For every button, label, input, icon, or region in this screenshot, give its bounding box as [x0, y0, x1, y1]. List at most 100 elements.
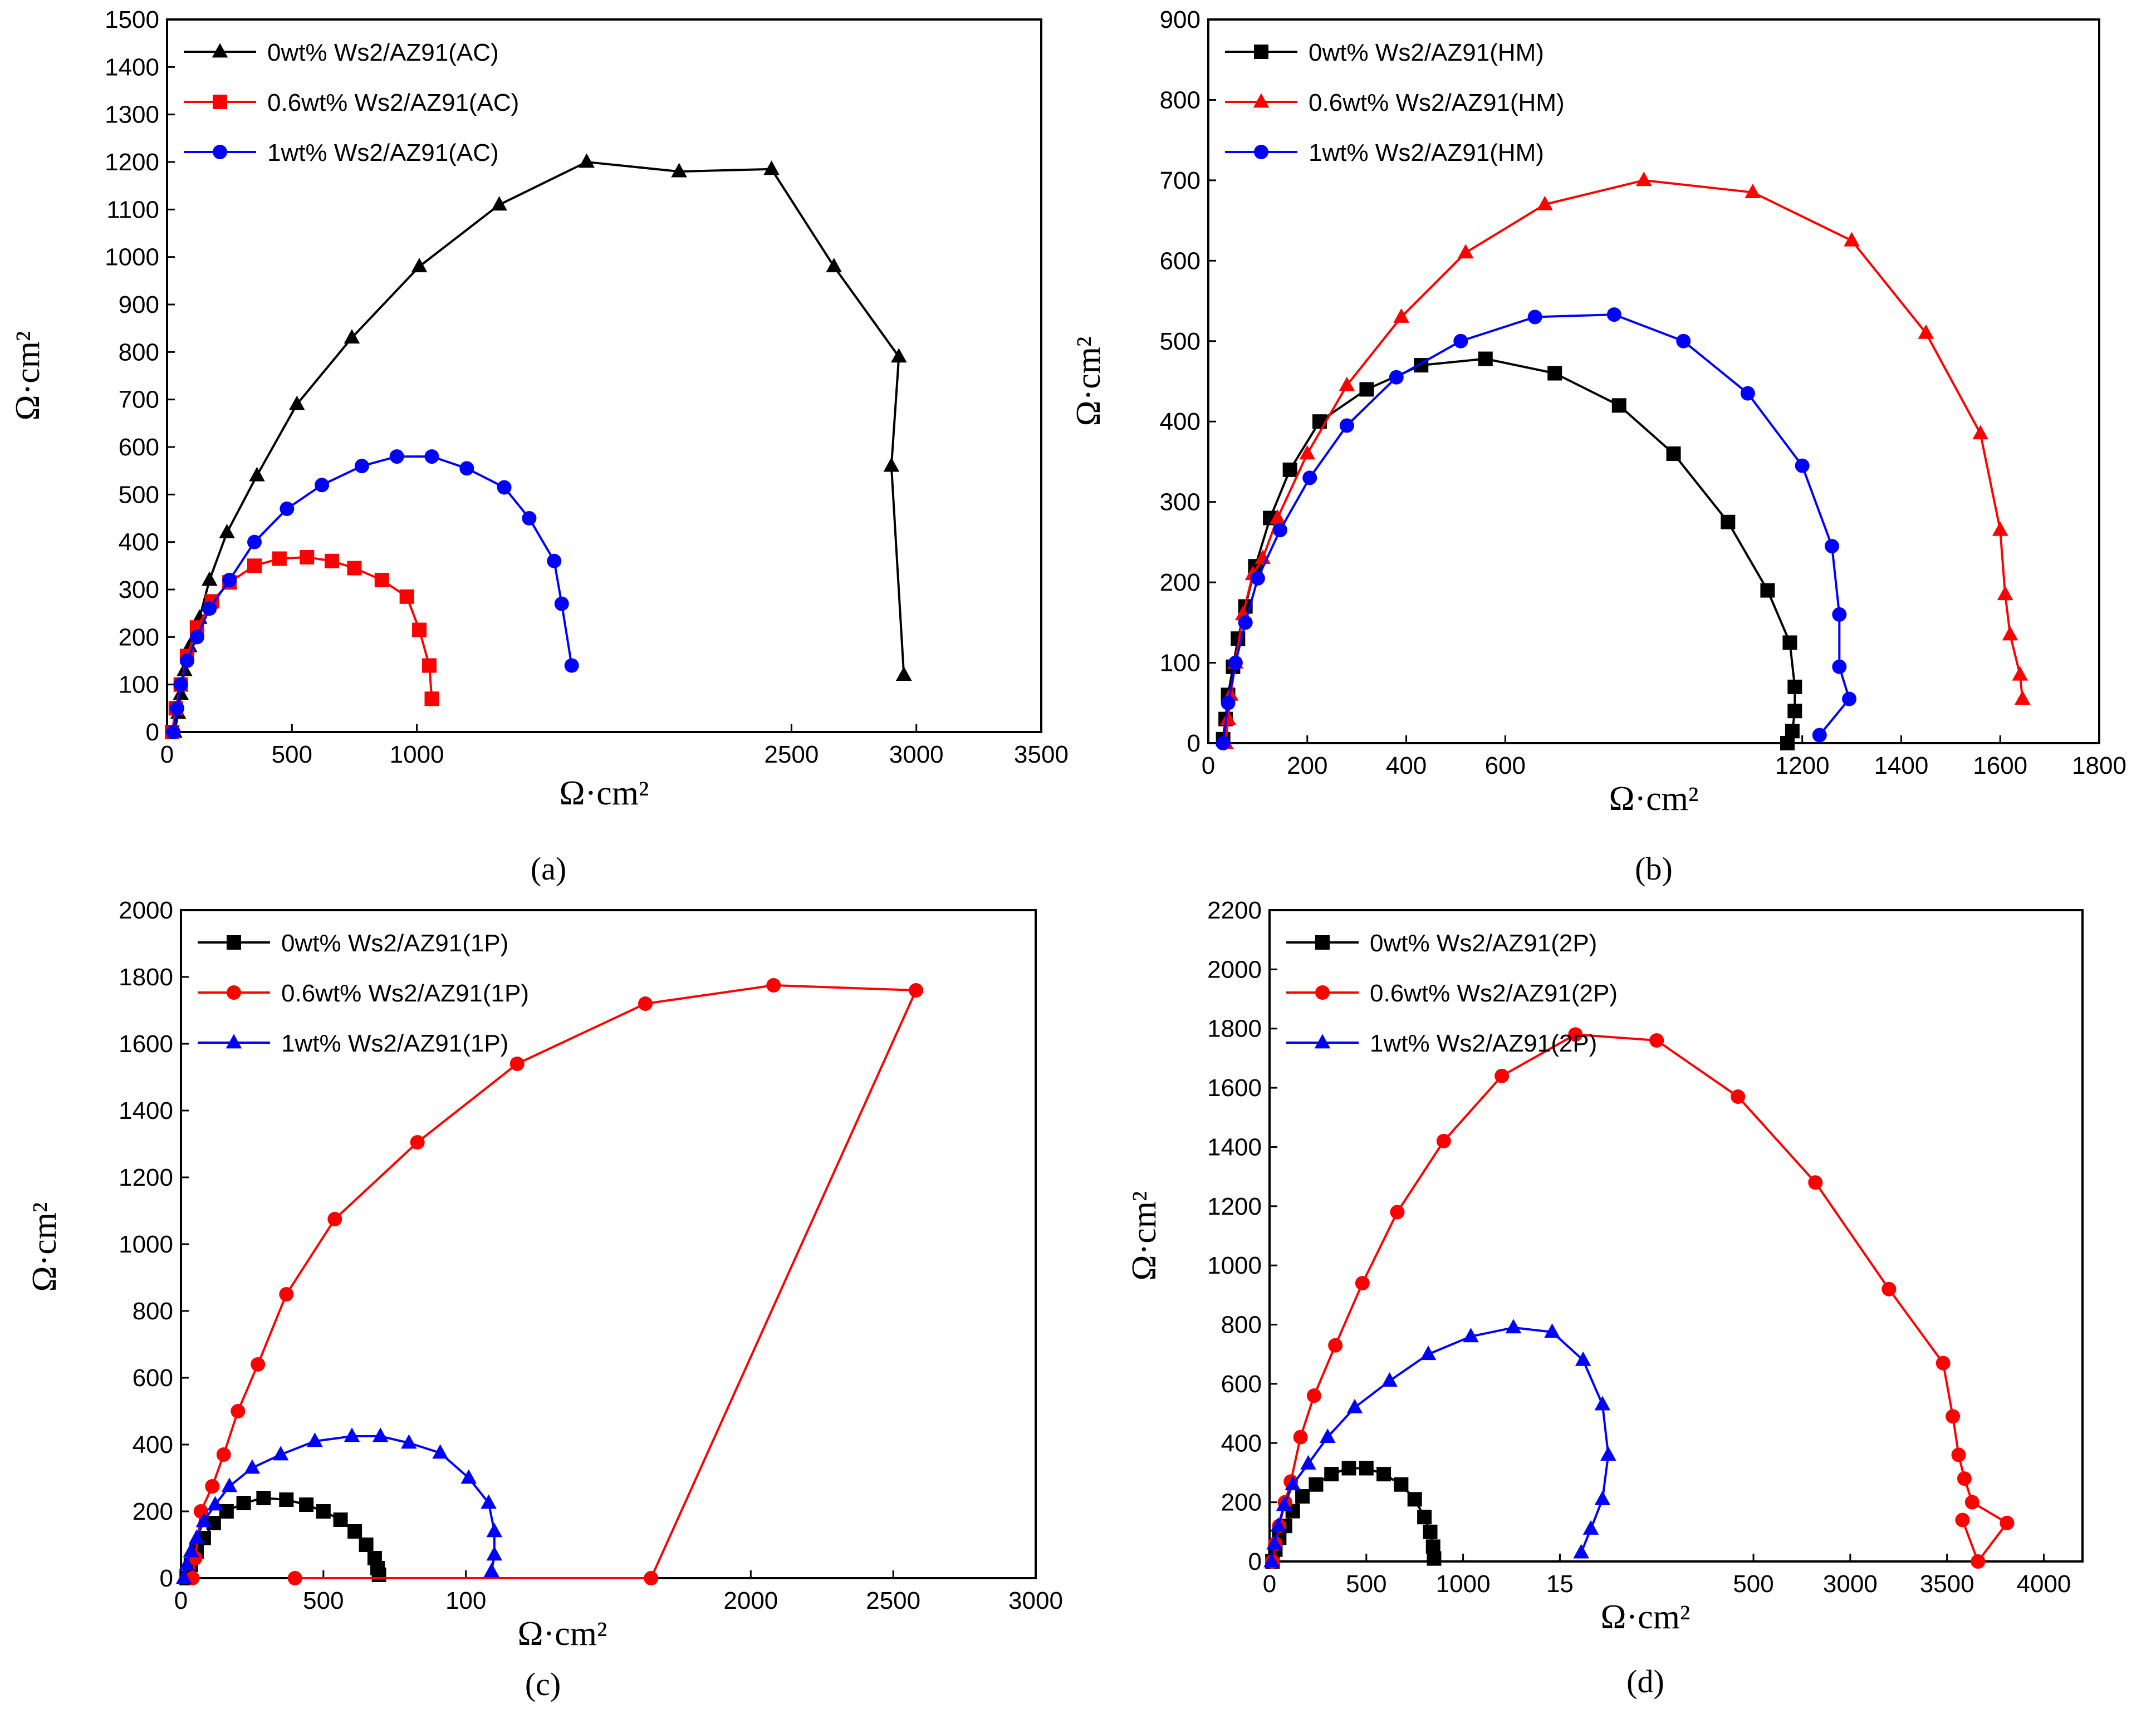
y-tick-label: 100: [119, 671, 159, 699]
y-tick-label: 800: [1221, 1312, 1262, 1339]
y-tick-label: 800: [1160, 86, 1200, 114]
data-point: [422, 658, 437, 673]
data-point: [1319, 1428, 1336, 1443]
data-point: [1285, 1476, 1301, 1491]
legend-marker: [227, 985, 241, 1000]
y-tick-label: 2000: [119, 897, 173, 924]
data-point: [1478, 351, 1493, 366]
data-point: [1300, 1455, 1316, 1470]
data-point: [1463, 1328, 1479, 1343]
panel-caption: (b): [1635, 851, 1673, 887]
x-tick-label: 0: [1202, 752, 1215, 779]
data-point: [1527, 310, 1542, 325]
data-point: [1328, 1338, 1343, 1353]
data-point: [424, 449, 439, 464]
data-point: [279, 1287, 294, 1301]
data-point: [412, 622, 427, 637]
data-point: [372, 1427, 389, 1442]
data-point: [333, 1512, 348, 1527]
data-point: [299, 1497, 314, 1512]
y-axis-label: Ω·cm²: [26, 1202, 63, 1291]
data-point: [638, 996, 653, 1011]
y-tick-label: 0: [1187, 730, 1200, 757]
data-point: [1547, 366, 1562, 381]
data-point: [1216, 736, 1231, 750]
data-point: [207, 1496, 223, 1511]
data-point: [307, 1432, 323, 1447]
panel-c: 0 200 400 600 800 1000 1200 1400 1600 1800 2000 0 50…: [26, 897, 1063, 1702]
x-tick-label: 500: [303, 1587, 344, 1614]
legend-label: 0.6wt% Ws2/AZ91(HM): [1309, 89, 1565, 116]
data-point: [1881, 1281, 1897, 1296]
legend-marker: [1314, 1034, 1331, 1049]
x-tick-label: 0: [174, 1587, 188, 1614]
data-point: [1649, 1033, 1664, 1048]
data-point: [1992, 521, 2008, 536]
data-point: [1951, 1447, 1966, 1462]
data-point: [173, 685, 189, 700]
x-axis-label: Ω·cm²: [1600, 1598, 1690, 1636]
x-tick-label: 3500: [1920, 1570, 1974, 1598]
x-tick-label: 200: [1287, 752, 1327, 779]
x-tick-label: 500: [1346, 1570, 1386, 1598]
y-tick-label: 1000: [119, 1231, 173, 1258]
data-point: [189, 630, 204, 645]
data-point: [1760, 583, 1775, 598]
data-point: [410, 1135, 425, 1150]
data-point: [1918, 324, 1934, 339]
series-3: [1216, 307, 1857, 750]
x-tick-label: 500: [272, 741, 312, 768]
axes: 0 100 200 300 400 500 600 700 800 900 1000 1100 1200…: [105, 6, 1069, 768]
data-point: [1611, 398, 1626, 413]
data-point: [2012, 666, 2028, 681]
x-tick-label: 600: [1485, 752, 1526, 779]
legend-label: 1wt% Ws2/AZ91(1P): [281, 1030, 508, 1057]
y-tick-label: 2000: [1207, 956, 1262, 983]
data-point: [1568, 1027, 1583, 1042]
legend-marker: [212, 43, 228, 58]
data-point: [1312, 414, 1327, 429]
data-point: [1420, 1345, 1437, 1361]
data-point: [424, 691, 439, 706]
data-point: [1389, 370, 1404, 385]
data-point: [1436, 1133, 1451, 1148]
y-tick-label: 800: [119, 338, 159, 366]
y-tick-label: 1800: [119, 964, 173, 991]
data-point: [1957, 1471, 1972, 1486]
x-tick-label: 0: [1263, 1570, 1276, 1598]
y-tick-label: 1600: [1207, 1074, 1262, 1102]
panel-caption: (d): [1626, 1663, 1664, 1700]
data-point: [205, 1479, 220, 1494]
data-point: [1832, 659, 1847, 674]
y-tick-label: 600: [1221, 1371, 1262, 1398]
data-point: [371, 1568, 386, 1582]
y-tick-label: 1100: [106, 196, 159, 223]
data-point: [1935, 1355, 1951, 1371]
y-tick-label: 300: [119, 576, 159, 603]
y-tick-label: 0: [160, 1565, 173, 1592]
x-tick-label: 1800: [2072, 752, 2126, 779]
data-point: [547, 553, 562, 568]
x-axis-label: Ω·cm²: [517, 1615, 607, 1653]
panel-caption: (a): [531, 851, 566, 887]
data-point: [1740, 386, 1755, 401]
data-point: [1295, 1489, 1310, 1504]
data-point: [1341, 1461, 1356, 1476]
y-tick-label: 400: [133, 1431, 173, 1458]
data-point: [188, 1529, 205, 1544]
data-point: [1780, 736, 1795, 750]
legend-marker: [213, 145, 227, 159]
series-3: [175, 1427, 503, 1584]
data-point: [1600, 1446, 1616, 1461]
data-point: [1381, 1372, 1398, 1387]
data-point: [509, 1057, 525, 1071]
y-tick-label: 1300: [105, 101, 159, 129]
data-point: [1721, 514, 1736, 529]
data-point: [247, 558, 262, 573]
data-point: [219, 524, 235, 538]
data-point: [316, 1504, 331, 1519]
data-point: [1266, 1535, 1282, 1550]
data-point: [497, 480, 512, 495]
y-tick-label: 300: [1160, 489, 1200, 516]
data-point: [315, 478, 330, 493]
